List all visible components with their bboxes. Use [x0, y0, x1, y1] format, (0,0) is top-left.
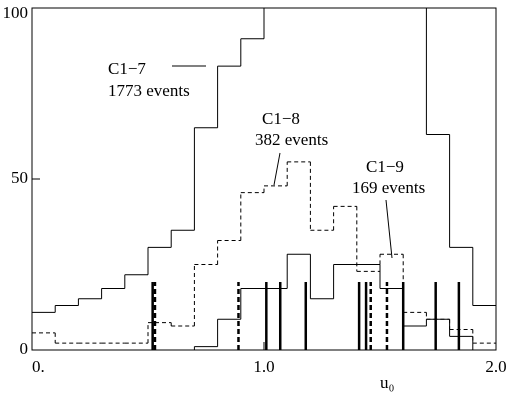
annotation: C1−7 — [108, 59, 146, 78]
x-tick-label: 0. — [32, 357, 45, 376]
x-tick-label: 2.0 — [485, 357, 506, 376]
leader-line — [273, 152, 281, 186]
annotation: 382 events — [255, 130, 328, 149]
x-tick-label: 1.0 — [253, 357, 274, 376]
annotation: C1−9 — [366, 157, 404, 176]
y-tick-label: 50 — [11, 168, 28, 187]
plot-area — [32, 8, 496, 350]
leader-line — [385, 199, 393, 259]
y-tick-label: 0 — [20, 339, 29, 358]
annotation: 1773 events — [108, 81, 190, 100]
y-tick-label: 100 — [3, 3, 29, 22]
annotation: C1−8 — [262, 109, 300, 128]
annotation: 169 events — [352, 178, 425, 197]
x-axis-label: u₀ — [380, 373, 395, 392]
